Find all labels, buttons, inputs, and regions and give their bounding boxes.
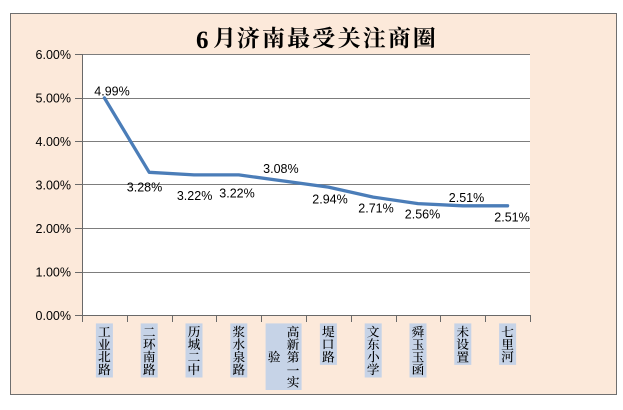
svg-text:6: 6 (196, 27, 209, 54)
svg-text:0.00%: 0.00% (36, 309, 71, 323)
svg-text:3.08%: 3.08% (263, 162, 298, 176)
svg-text:5.00%: 5.00% (36, 92, 71, 106)
svg-text:3.22%: 3.22% (219, 187, 254, 201)
svg-text:2.56%: 2.56% (405, 208, 440, 222)
svg-text:1.00%: 1.00% (36, 266, 71, 280)
svg-text:4.00%: 4.00% (36, 135, 71, 149)
svg-text:2.51%: 2.51% (449, 191, 484, 205)
svg-text:6.00%: 6.00% (36, 48, 71, 62)
svg-text:2.00%: 2.00% (36, 222, 71, 236)
svg-text:4.99%: 4.99% (94, 85, 129, 99)
svg-text:3.28%: 3.28% (127, 180, 162, 194)
svg-text:3.00%: 3.00% (36, 179, 71, 193)
svg-text:2.71%: 2.71% (358, 202, 393, 216)
svg-text:2.51%: 2.51% (494, 211, 529, 225)
svg-text:3.22%: 3.22% (177, 189, 212, 203)
svg-text:2.94%: 2.94% (312, 192, 347, 206)
